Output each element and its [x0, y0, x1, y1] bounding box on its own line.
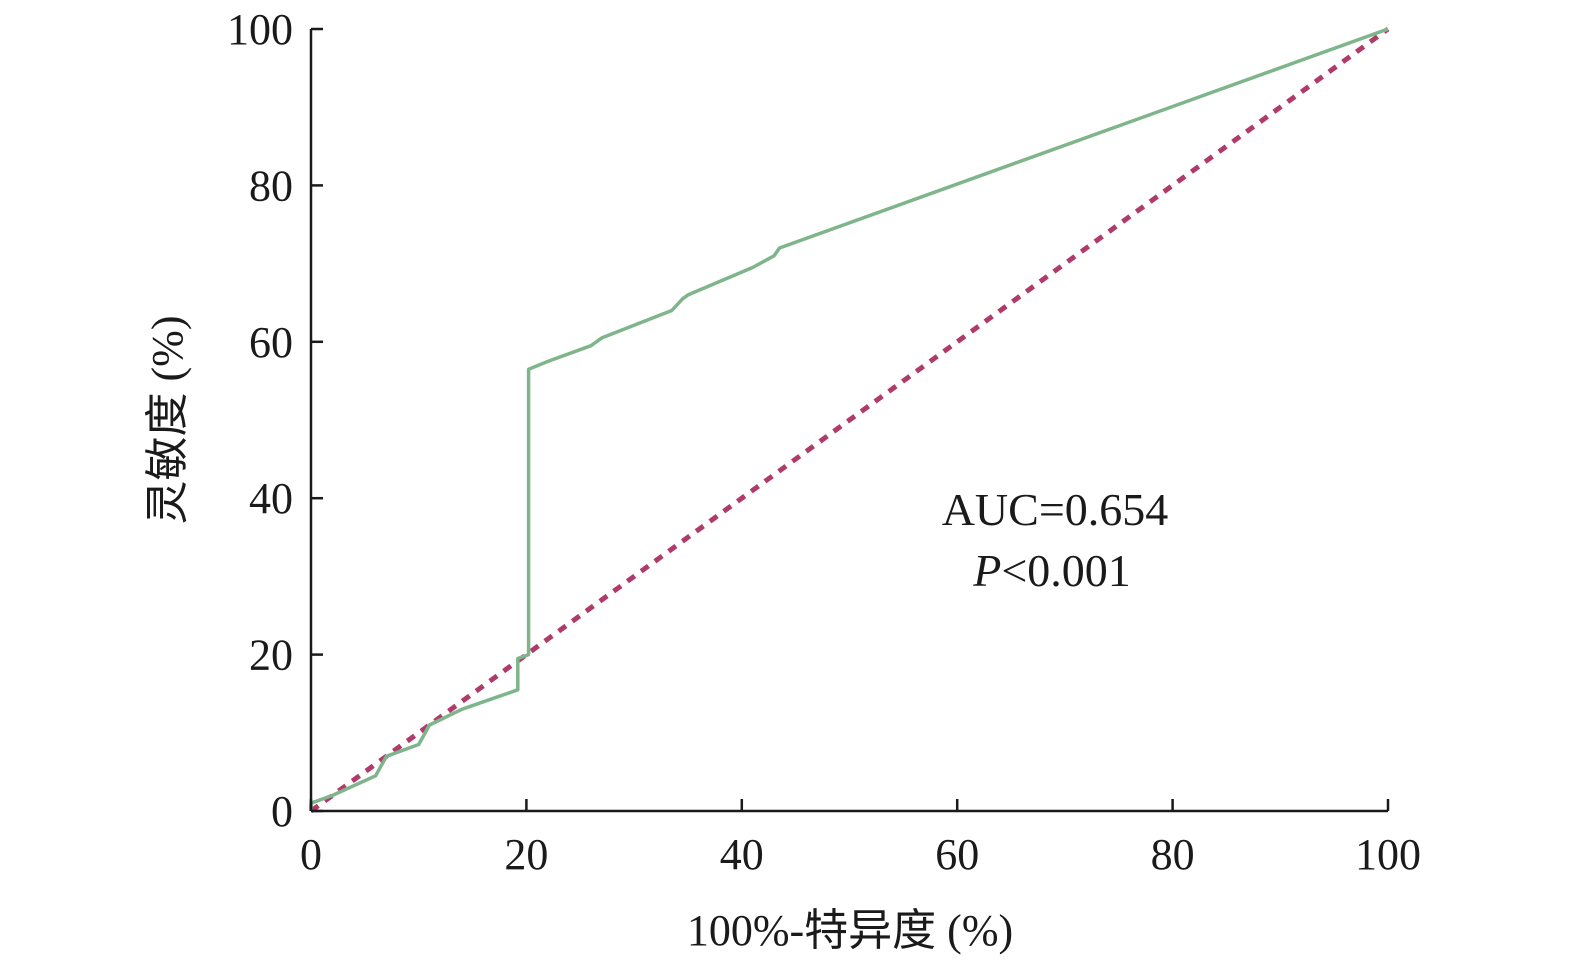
- x-tick-label: 0: [300, 830, 322, 879]
- y-axis-ticks: 0 20 40 60 80 100: [227, 5, 323, 836]
- x-axis-ticks: 0 20 40 60 80 100: [300, 799, 1421, 879]
- y-tick-label: 40: [249, 474, 293, 523]
- x-tick-label: 80: [1151, 830, 1195, 879]
- x-tick-label: 100: [1355, 830, 1421, 879]
- x-tick-label: 60: [935, 830, 979, 879]
- p-symbol: P: [972, 545, 1001, 596]
- reference-line: [309, 26, 1390, 814]
- x-axis-label: 100%-特异度 (%): [687, 906, 1013, 955]
- y-axis-label: 灵敏度 (%): [143, 316, 192, 525]
- roc-curve: [309, 27, 1389, 811]
- auc-annotation: AUC=0.654: [942, 484, 1169, 535]
- y-tick-label: 60: [249, 318, 293, 367]
- p-value-text: <0.001: [1001, 545, 1130, 596]
- y-tick-label: 80: [249, 161, 293, 210]
- y-tick-label: 20: [249, 631, 293, 680]
- plot-area: [309, 26, 1390, 814]
- y-tick-label: 100: [227, 5, 293, 54]
- y-tick-label: 0: [271, 787, 293, 836]
- x-tick-label: 40: [720, 830, 764, 879]
- p-value-annotation: P<0.001: [972, 545, 1131, 596]
- x-tick-label: 20: [504, 830, 548, 879]
